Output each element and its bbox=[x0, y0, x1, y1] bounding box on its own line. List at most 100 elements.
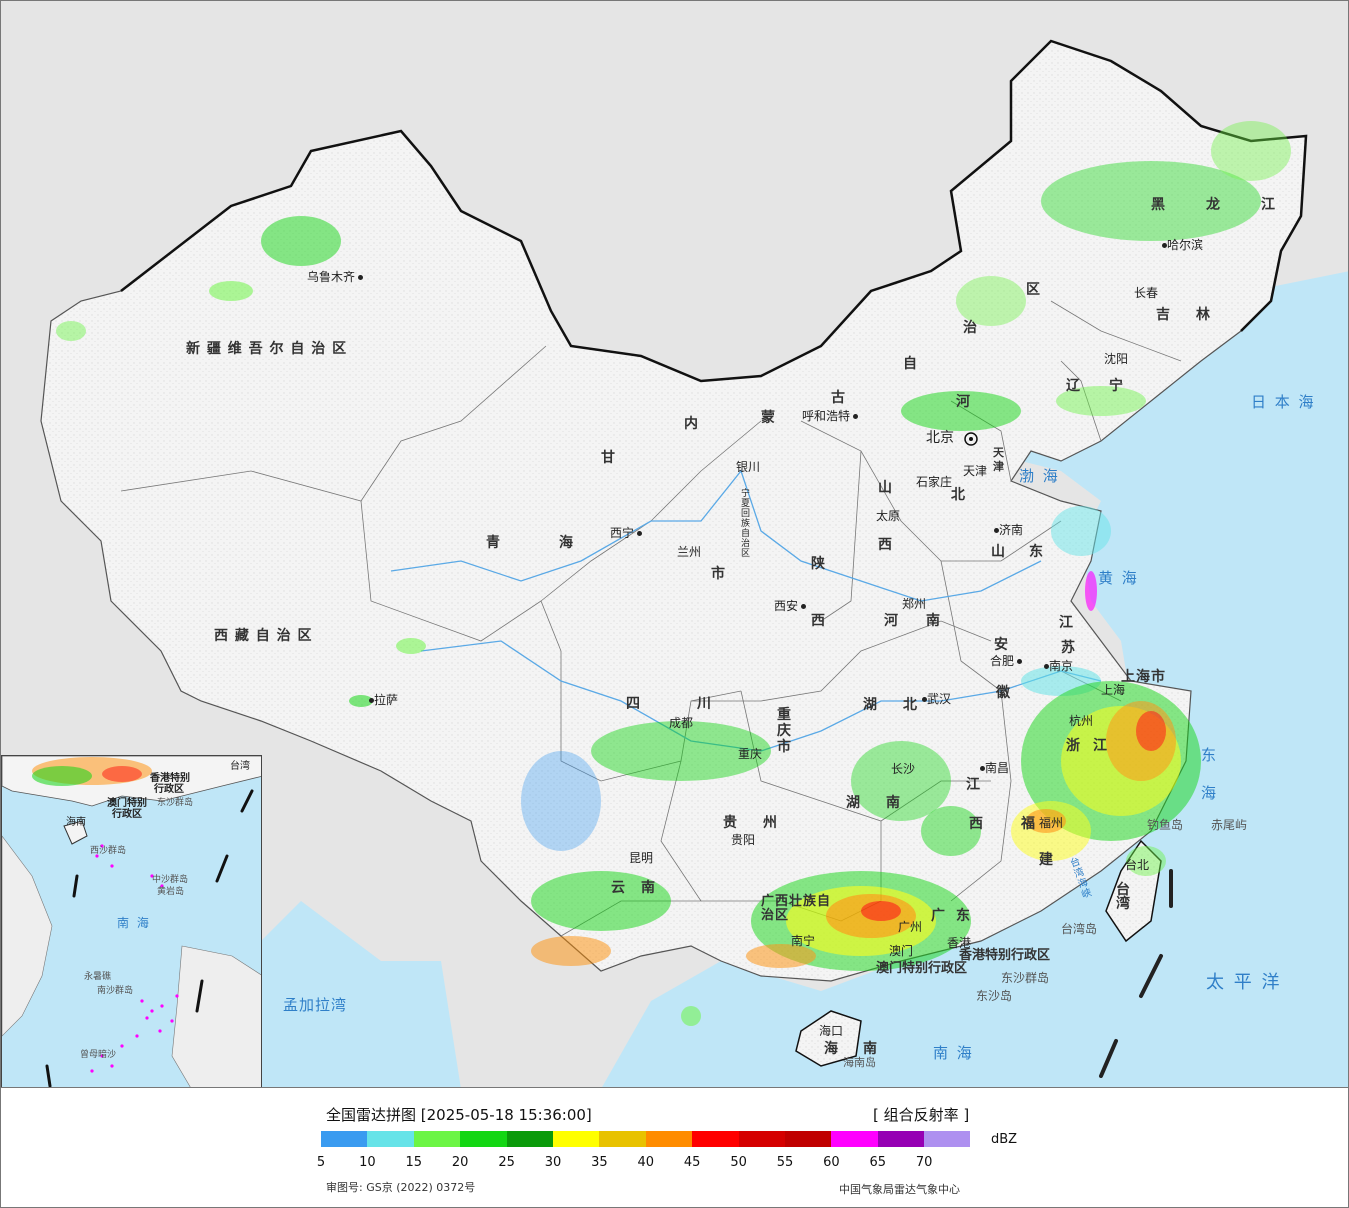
city-yinchuan: 银川 bbox=[736, 461, 760, 474]
inset-label-mo2: 行政区 bbox=[112, 809, 142, 820]
city-shanghai: 上海 bbox=[1101, 684, 1125, 697]
legend-tick-label: 45 bbox=[683, 1155, 701, 1170]
province-chongqing: 重庆市 bbox=[777, 707, 792, 755]
city-dot-icon bbox=[1162, 243, 1167, 248]
province-zhejiang-a: 浙 bbox=[1066, 738, 1081, 754]
city-chengdu-label: 成都 bbox=[669, 716, 694, 730]
label-macau-sar: 澳门特别行政区 bbox=[876, 961, 968, 976]
province-sichuan-a: 四 bbox=[626, 696, 641, 712]
legend-color-cell bbox=[738, 1131, 785, 1147]
inset-label-xisha: 西沙群岛 bbox=[90, 846, 127, 856]
city-guangzhou: 广州 bbox=[898, 921, 922, 934]
inset-label-huangyan: 黄岩岛 bbox=[157, 887, 185, 897]
province-hubei-a: 湖 bbox=[863, 697, 878, 713]
legend-color-cell bbox=[924, 1131, 971, 1147]
city-fuzhou-label: 福州 bbox=[1039, 816, 1064, 830]
city-changchun: 长春 bbox=[1134, 287, 1158, 300]
province-shaanxi-a: 陕 bbox=[811, 556, 826, 572]
inset-label-zengmu: 曾母暗沙 bbox=[80, 1050, 117, 1060]
legend-color-cell bbox=[877, 1131, 925, 1147]
city-nanning: 南宁 bbox=[791, 935, 815, 948]
province-neimenggu-e: 治 bbox=[963, 320, 978, 336]
province-henan-b: 南 bbox=[926, 613, 941, 629]
city-lhasa-label: 拉萨 bbox=[374, 693, 399, 707]
province-hainan-a: 海 bbox=[824, 1041, 839, 1057]
city-dot-icon bbox=[801, 604, 807, 609]
province-hunan-b: 南 bbox=[886, 795, 901, 811]
boundary-dashes bbox=[1099, 869, 1173, 1078]
city-nanchang-label: 南昌 bbox=[985, 761, 1010, 775]
legend-color-cell bbox=[460, 1131, 507, 1147]
legend-tick-label: 20 bbox=[451, 1155, 469, 1170]
city-taibei: 台北 bbox=[1125, 859, 1149, 872]
inset-label-yongshu: 永暑礁 bbox=[84, 972, 112, 982]
city-dot-icon bbox=[637, 531, 643, 536]
province-hebei-b: 北 bbox=[951, 487, 966, 503]
taiwan-shape bbox=[1105, 839, 1162, 943]
city-urumqi-label: 乌鲁木齐 bbox=[307, 270, 356, 284]
province-guangdong-b: 东 bbox=[956, 908, 971, 924]
province-hubei-b: 北 bbox=[903, 697, 918, 713]
sea-south: 南 海 bbox=[933, 1044, 974, 1062]
legend-color-cell bbox=[552, 1131, 600, 1147]
city-dot-icon bbox=[994, 528, 999, 533]
city-changsha: 长沙 bbox=[891, 763, 915, 776]
source-organization: 中国气象局雷达气象中心 bbox=[839, 1183, 960, 1196]
city-dot-icon bbox=[369, 698, 374, 703]
city-dot-icon bbox=[922, 697, 927, 702]
city-nanning-label: 南宁 bbox=[791, 934, 816, 948]
sea-yellow: 黄 海 bbox=[1098, 569, 1139, 587]
city-beijing: 北京 bbox=[926, 430, 954, 446]
legend-color-cell bbox=[645, 1131, 693, 1147]
city-xining: 西宁 bbox=[610, 527, 643, 540]
city-wuhan-label: 武汉 bbox=[927, 692, 952, 706]
province-neimenggu-c: 古 bbox=[831, 390, 846, 406]
city-taiyuan: 太原 bbox=[876, 510, 900, 523]
inset-label-mo: 澳门特别 bbox=[107, 798, 147, 809]
province-anhui-a: 安 bbox=[994, 637, 1009, 653]
city-harbin: 哈尔滨 bbox=[1159, 239, 1203, 252]
city-guangzhou-label: 广州 bbox=[898, 920, 923, 934]
legend-tick-label: 70 bbox=[915, 1155, 933, 1170]
province-shaanxi-b: 西 bbox=[811, 613, 826, 629]
inset-label-dongsha: 东沙群岛 bbox=[157, 798, 194, 808]
city-changchun-label: 长春 bbox=[1134, 286, 1159, 300]
legend-tick-label: 50 bbox=[730, 1155, 747, 1170]
province-shanxi-a: 山 bbox=[878, 480, 893, 496]
city-dot-icon bbox=[1017, 659, 1023, 664]
province-liaoning-b: 宁 bbox=[1109, 378, 1124, 394]
province-neimenggu-b: 蒙 bbox=[761, 410, 776, 426]
inset-map-canvas bbox=[2, 756, 261, 1087]
legend-tick-label: 10 bbox=[359, 1155, 376, 1170]
city-beijing-label: 北京 bbox=[926, 430, 954, 446]
province-shandong-b: 东 bbox=[1029, 544, 1044, 560]
province-zhejiang-b: 江 bbox=[1093, 738, 1108, 754]
city-dot-icon bbox=[853, 414, 859, 419]
city-zhengzhou: 郑州 bbox=[902, 598, 926, 611]
city-yinchuan-label: 银川 bbox=[736, 460, 761, 474]
sea-bohai: 渤 海 bbox=[1019, 467, 1060, 485]
province-jilin-a: 吉 bbox=[1156, 307, 1171, 323]
province-tianjin: 天津 bbox=[993, 446, 1005, 473]
city-changsha-label: 长沙 bbox=[891, 762, 916, 776]
province-jiangxi-b: 西 bbox=[969, 816, 984, 832]
city-kunming: 昆明 bbox=[629, 852, 653, 865]
legend-product: [ 组合反射率 ] bbox=[873, 1106, 970, 1124]
province-jiangsu-b: 苏 bbox=[1061, 640, 1076, 656]
label-hk-sar: 香港特别行政区 bbox=[959, 948, 1051, 963]
legend-title: 全国雷达拼图 [2025-05-18 15:36:00] bbox=[326, 1106, 592, 1124]
province-shanxi-b: 西 bbox=[878, 537, 893, 553]
map-approval-number: 审图号: GS京 (2022) 0372号 bbox=[326, 1181, 476, 1194]
province-gansu-shi: 市 bbox=[711, 566, 726, 582]
city-hohhot-label: 呼和浩特 bbox=[802, 409, 851, 423]
city-lanzhou: 兰州 bbox=[677, 546, 707, 559]
city-chongqing: 重庆 bbox=[738, 748, 762, 761]
pacific-sea-area bbox=[602, 271, 1348, 1087]
legend-color-cell bbox=[692, 1131, 739, 1147]
province-shandong-a: 山 bbox=[991, 544, 1006, 560]
city-hefei: 合肥 bbox=[990, 655, 1023, 668]
island-taiwan: 台湾岛 bbox=[1061, 922, 1098, 936]
inset-label-nansha: 南沙群岛 bbox=[97, 986, 134, 996]
hainan-shape bbox=[795, 1010, 862, 1067]
province-jiangxi-a: 江 bbox=[966, 777, 981, 793]
